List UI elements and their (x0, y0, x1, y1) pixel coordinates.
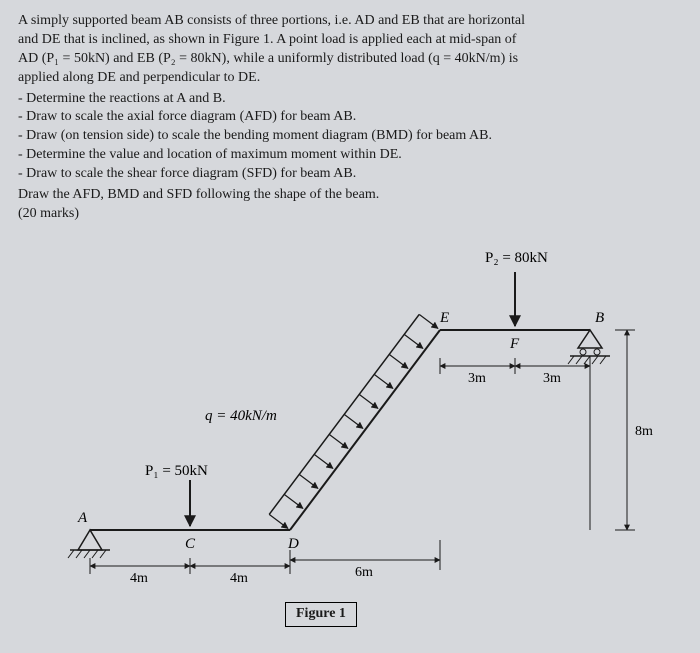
intro-text: and DE that is inclined, as shown in Fig… (18, 32, 516, 47)
dim-3m-1: 3m (468, 371, 486, 386)
point-label-a: A (77, 510, 88, 526)
problem-statement: A simply supported beam AB consists of t… (18, 12, 682, 224)
marks-text: (20 marks) (18, 205, 682, 224)
support-pin-a (68, 530, 110, 558)
dimension-top (440, 358, 590, 374)
dim-4m-2: 4m (230, 571, 248, 586)
after-bullets: Draw the AFD, BMD and SFD following the … (18, 186, 682, 205)
intro-text: AD (P₁ = 50kN) and EB (P₂ = 80kN), while… (18, 51, 518, 66)
load-q-label: q = 40kN/m (205, 408, 277, 424)
dim-6m: 6m (355, 565, 373, 580)
task-list: Determine the reactions at A and B. Draw… (18, 90, 682, 184)
point-label-e: E (439, 310, 449, 326)
point-label-d: D (287, 536, 299, 552)
point-label-f: F (509, 336, 520, 352)
figure-1: P₁ = 50kN P₂ = 80kN (0, 230, 700, 653)
task-item: Determine the reactions at A and B. (18, 90, 682, 109)
dimension-bottom (90, 558, 290, 574)
task-item: Draw to scale the shear force diagram (S… (18, 165, 682, 184)
load-p2-label: P₂ = 80kN (485, 250, 548, 266)
load-q (269, 314, 438, 528)
dim-4m-1: 4m (130, 571, 148, 586)
point-label-c: C (185, 536, 196, 552)
point-label-b: B (595, 310, 604, 326)
beam-segment-de (290, 330, 440, 530)
figure-label: Figure 1 (285, 602, 357, 627)
task-item: Draw (on tension side) to scale the bend… (18, 127, 682, 146)
task-item: Draw to scale the axial force diagram (A… (18, 108, 682, 127)
task-item: Determine the value and location of maxi… (18, 146, 682, 165)
support-roller-b (568, 330, 610, 364)
intro-text: applied along DE and perpendicular to DE… (18, 70, 260, 85)
dim-3m-2: 3m (543, 371, 561, 386)
intro-text: A simply supported beam AB consists of t… (18, 13, 525, 28)
load-p1-label: P₁ = 50kN (145, 463, 208, 479)
dimension-8m (615, 330, 635, 530)
dim-8m: 8m (635, 424, 653, 439)
